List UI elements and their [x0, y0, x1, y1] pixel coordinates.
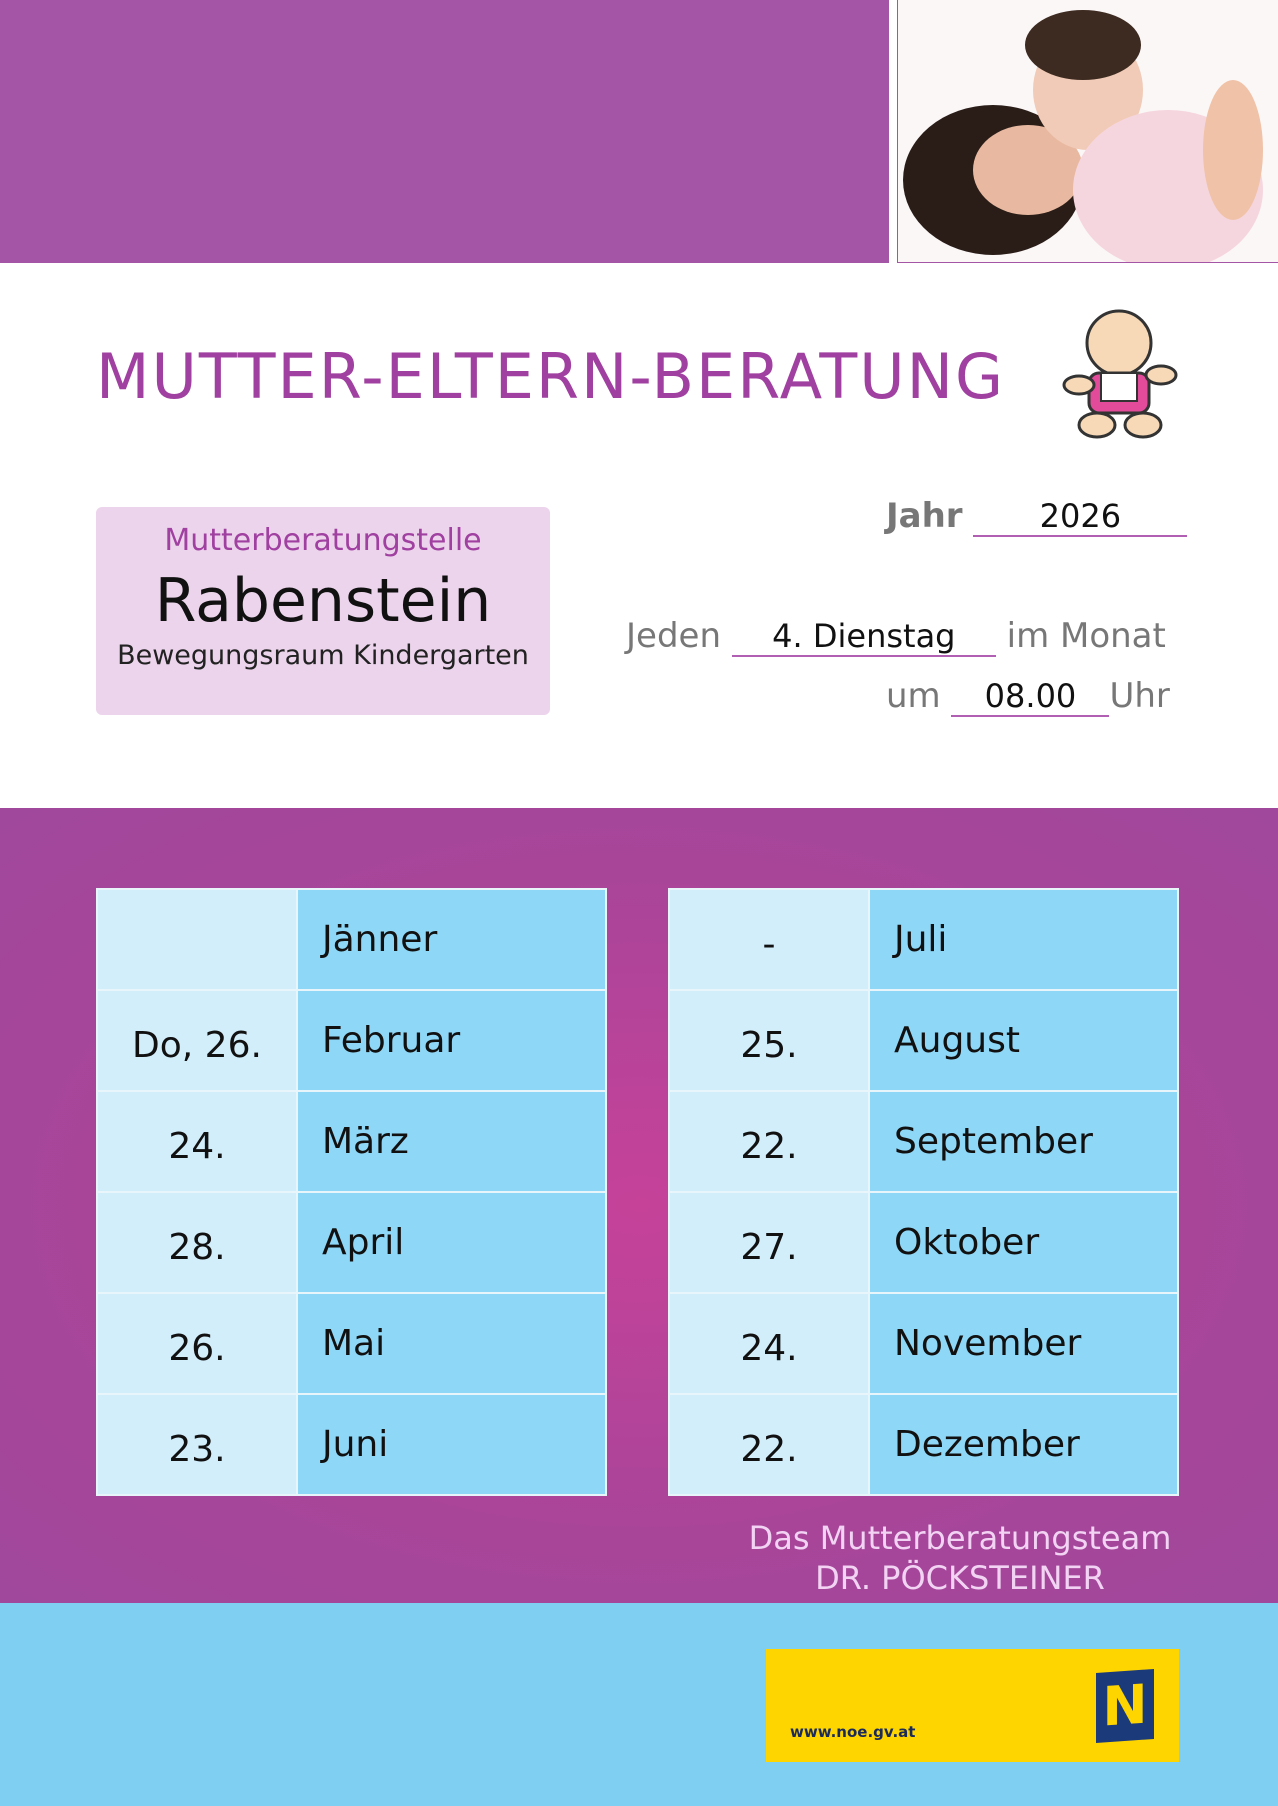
- time-prefix: um: [886, 676, 941, 716]
- date-cell: 22.: [668, 1393, 870, 1496]
- calendar-table: - Juli 25. August 22. September 27. Oktober 24. N…: [668, 888, 1179, 1496]
- location-label: Mutterberatungstelle: [164, 523, 482, 558]
- year-row: Jahr 2026: [886, 496, 1188, 537]
- time-row: um 08.00 Uhr: [886, 676, 1170, 717]
- time-suffix: Uhr: [1109, 676, 1170, 716]
- calendar-row: Jänner: [96, 888, 607, 991]
- month-cell: September: [868, 1090, 1179, 1193]
- doctor-name: DR. PÖCKSTEINER: [815, 1559, 1105, 1597]
- photo: [897, 0, 1278, 263]
- every-label: Jeden: [626, 616, 721, 656]
- calendar-row: 27. Oktober: [668, 1191, 1179, 1294]
- date-cell: -: [668, 888, 870, 991]
- month-cell: Dezember: [868, 1393, 1179, 1496]
- calendar-row: 22. Dezember: [668, 1393, 1179, 1496]
- month-cell: Juni: [296, 1393, 607, 1496]
- calendar-row: 24. März: [96, 1090, 607, 1193]
- sponsor-box: www.noe.gv.at N: [766, 1649, 1179, 1762]
- month-cell: August: [868, 989, 1179, 1092]
- calendar-row: - Juli: [668, 888, 1179, 991]
- baby-icon: [1062, 309, 1178, 439]
- team-name: Das Mutterberatungsteam: [748, 1519, 1172, 1557]
- month-cell: März: [296, 1090, 607, 1193]
- top-banner: [0, 0, 889, 263]
- month-cell: Juli: [868, 888, 1179, 991]
- date-cell: 26.: [96, 1292, 298, 1395]
- month-cell: April: [296, 1191, 607, 1294]
- month-cell: Oktober: [868, 1191, 1179, 1294]
- calendar-row: 23. Juni: [96, 1393, 607, 1496]
- title: MUTTER-ELTERN-BERATUNG: [96, 340, 1006, 413]
- month-cell: Mai: [296, 1292, 607, 1395]
- url: www.noe.gv.at: [790, 1723, 916, 1741]
- location-venue: Bewegungsraum Kindergarten: [117, 640, 529, 671]
- team: Das Mutterberatungsteam DR. PÖCKSTEINER: [700, 1518, 1220, 1598]
- weekday-row: Jeden 4. Dienstag im Monat: [626, 616, 1166, 657]
- month-cell: Februar: [296, 989, 607, 1092]
- date-cell: Do, 26.: [96, 989, 298, 1092]
- weekday-value: 4. Dienstag: [731, 617, 996, 657]
- date-cell: [96, 888, 298, 991]
- date-cell: 24.: [96, 1090, 298, 1193]
- calendar-row: 22. September: [668, 1090, 1179, 1193]
- calendar-row: 26. Mai: [96, 1292, 607, 1395]
- calendar-row: 28. April: [96, 1191, 607, 1294]
- date-cell: 22.: [668, 1090, 870, 1193]
- year-value: 2026: [973, 497, 1188, 537]
- date-cell: 24.: [668, 1292, 870, 1395]
- calendar-row: 24. November: [668, 1292, 1179, 1395]
- year-label: Jahr: [886, 496, 963, 536]
- logo: N: [1096, 1668, 1154, 1744]
- time-value: 08.00: [951, 677, 1110, 717]
- date-cell: 25.: [668, 989, 870, 1092]
- calendar-row: Do, 26. Februar: [96, 989, 607, 1092]
- month-cell: November: [868, 1292, 1179, 1395]
- location-name: Rabenstein: [154, 566, 492, 636]
- calendar-table: Jänner Do, 26. Februar 24. März 28. April 26. Ma…: [96, 888, 607, 1496]
- calendar-row: 25. August: [668, 989, 1179, 1092]
- location-box: Mutterberatungstelle Rabenstein Bewegung…: [96, 507, 550, 715]
- month-cell: Jänner: [296, 888, 607, 991]
- date-cell: 27.: [668, 1191, 870, 1294]
- date-cell: 28.: [96, 1191, 298, 1294]
- date-cell: 23.: [96, 1393, 298, 1496]
- month-suffix: im Monat: [1006, 616, 1166, 656]
